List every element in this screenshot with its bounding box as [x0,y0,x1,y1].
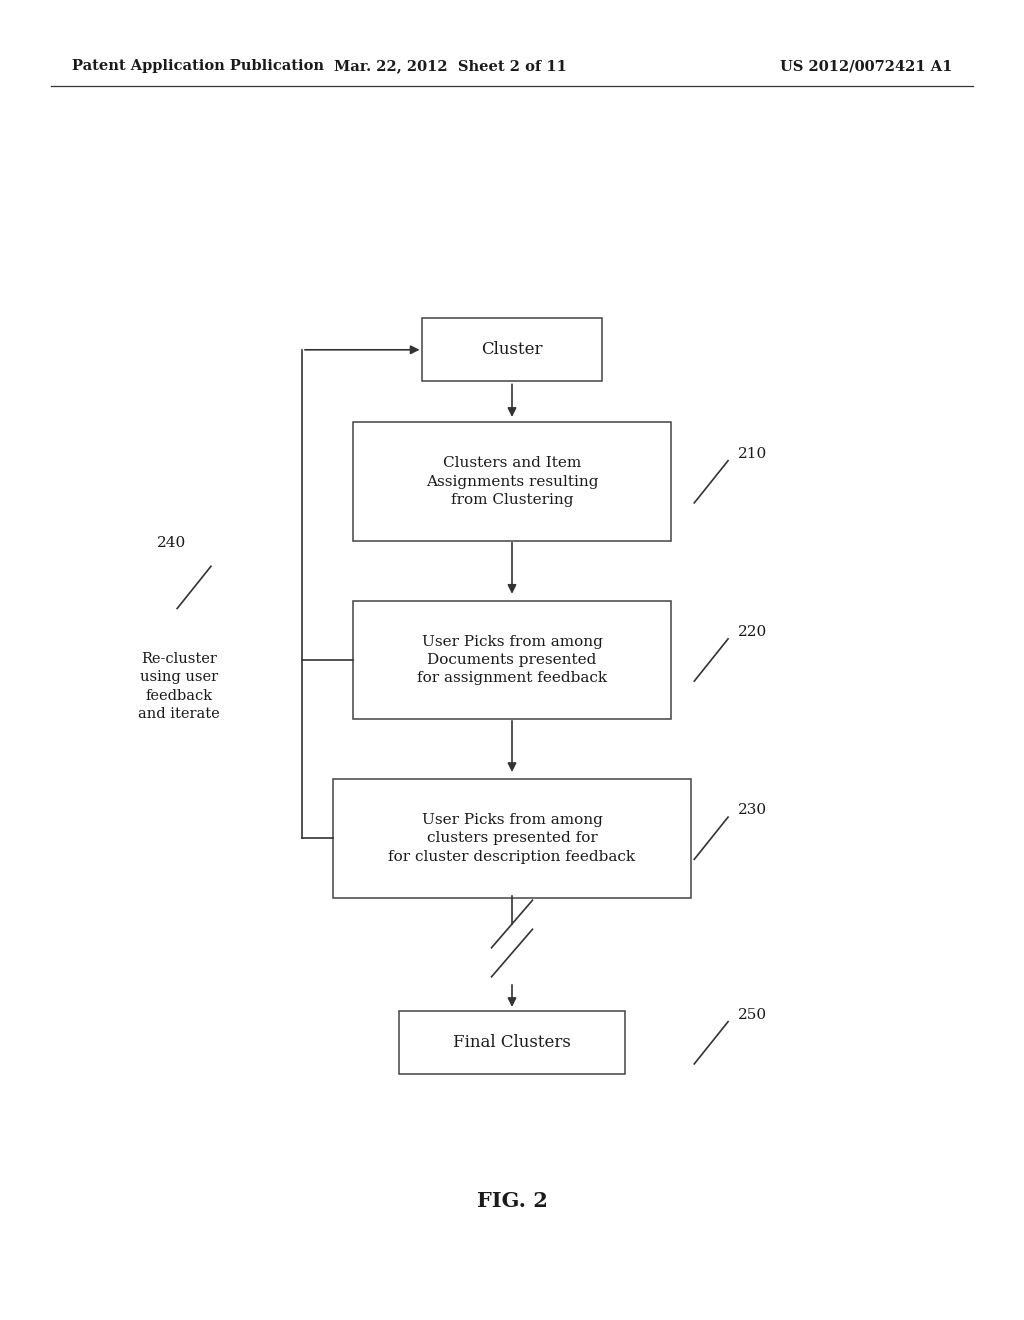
Text: Mar. 22, 2012  Sheet 2 of 11: Mar. 22, 2012 Sheet 2 of 11 [334,59,567,73]
Text: Cluster: Cluster [481,342,543,358]
Bar [333,779,691,898]
Text: Final Clusters: Final Clusters [453,1035,571,1051]
Text: 250: 250 [738,1008,767,1022]
Bar [399,1011,625,1074]
Bar [353,422,671,541]
Bar [422,318,601,381]
Text: Re-cluster
using user
feedback
and iterate: Re-cluster using user feedback and itera… [138,652,220,721]
Bar [353,601,671,719]
Text: 220: 220 [738,626,768,639]
Text: US 2012/0072421 A1: US 2012/0072421 A1 [780,59,952,73]
Text: User Picks from among
clusters presented for
for cluster description feedback: User Picks from among clusters presented… [388,813,636,863]
Text: 240: 240 [158,536,186,550]
Text: 210: 210 [738,447,768,461]
Text: 230: 230 [738,804,767,817]
Text: Patent Application Publication: Patent Application Publication [72,59,324,73]
Text: FIG. 2: FIG. 2 [476,1191,548,1212]
Text: User Picks from among
Documents presented
for assignment feedback: User Picks from among Documents presente… [417,635,607,685]
Text: Clusters and Item
Assignments resulting
from Clustering: Clusters and Item Assignments resulting … [426,457,598,507]
